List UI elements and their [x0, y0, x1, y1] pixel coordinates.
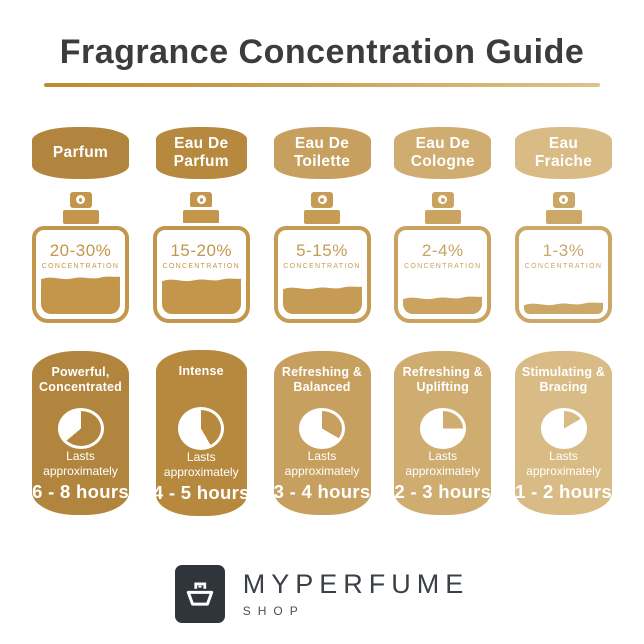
nozzle-dot	[196, 195, 206, 205]
card-title: Intense	[178, 363, 224, 378]
liquid-wave	[403, 296, 483, 303]
info-card: Stimulating & Bracing Lasts approximatel…	[515, 350, 612, 515]
bottle-body: 2-4% CONCENTRATION	[394, 225, 492, 323]
info-card: Powerful, Concentrated Lasts approximate…	[32, 350, 129, 515]
brand-subtitle: SHOP	[242, 604, 305, 619]
concentration-caption: CONCENTRATION	[283, 262, 361, 270]
spray-bottle-icon: 15-20% CONCENTRATION	[152, 191, 250, 323]
clock-pie-icon	[419, 407, 466, 449]
column-eau-de-parfum: Eau De Parfum 15-20% CONCENTRATION Inten…	[152, 98, 250, 539]
concentration-value: 2-4%	[421, 240, 464, 260]
concentration-value: 5-15%	[296, 240, 348, 260]
bottle-body: 5-15% CONCENTRATION	[273, 225, 371, 323]
logo-text: MYPERFUME SHOP	[243, 569, 470, 618]
liquid-wave	[41, 276, 120, 282]
bottle-nozzle-icon	[552, 191, 575, 208]
concentration-caption: CONCENTRATION	[404, 262, 482, 270]
duration-value: 2 - 3 hours	[394, 480, 492, 502]
duration-value: 6 - 8 hours	[32, 480, 129, 502]
fragrance-columns: Parfum 20-30% CONCENTRATION Powerful, Co…	[32, 98, 612, 539]
duration-value: 3 - 4 hours	[273, 480, 371, 502]
banner-row: Parfum	[32, 124, 129, 182]
bottle-cap	[62, 209, 99, 224]
brand-logo	[174, 564, 225, 623]
bottle-nozzle-icon	[311, 191, 333, 208]
concentration-value: 15-20%	[170, 240, 233, 260]
clock-pie-icon	[299, 407, 345, 449]
concentration-value: 20-30%	[49, 240, 112, 260]
info-card: Intense Lasts approximately 4 - 5 hours	[152, 346, 250, 519]
info-card: Refreshing & Balanced Lasts approximatel…	[273, 350, 371, 515]
banner-row: Eau De Cologne	[394, 124, 492, 182]
duration-value: 1 - 2 hours	[515, 480, 612, 502]
fragrance-type-banner: Eau De Toilette	[273, 126, 371, 179]
bottle-cap	[545, 209, 582, 224]
liquid-fill	[161, 278, 241, 314]
spray-bottle-icon: 1-3% CONCENTRATION	[515, 191, 612, 323]
card-title: Stimulating & Bracing	[521, 364, 606, 395]
liquid-fill	[282, 287, 362, 314]
bottle-body: 1-3% CONCENTRATION	[515, 225, 612, 323]
card-title: Refreshing & Uplifting	[402, 364, 483, 395]
lasts-label: Lasts approximately	[284, 448, 360, 478]
fragrance-type-banner: Eau De Cologne	[394, 126, 492, 179]
perfume-bottle-glyph-icon	[186, 582, 213, 606]
lasts-label: Lasts approximately	[163, 449, 239, 479]
card-title: Powerful, Concentrated	[39, 364, 122, 395]
spray-bottle-icon: 20-30% CONCENTRATION	[32, 191, 129, 323]
card-title: Refreshing & Balanced	[281, 364, 363, 395]
clock-pie-icon	[178, 406, 225, 450]
clock-pie-icon	[540, 407, 587, 449]
liquid-wave	[524, 303, 603, 309]
liquid-fill	[41, 276, 120, 314]
spray-bottle-icon: 5-15% CONCENTRATION	[273, 191, 371, 323]
liquid-fill	[524, 303, 603, 314]
header: Fragrance Concentration Guide	[0, 0, 644, 87]
bottle-nozzle-icon	[190, 191, 213, 208]
spray-bottle-icon: 2-4% CONCENTRATION	[394, 191, 492, 323]
page-title: Fragrance Concentration Guide	[59, 33, 585, 71]
nozzle-dot	[559, 195, 568, 205]
clock-pie-icon	[57, 407, 104, 449]
banner-row: Eau Fraiche	[515, 124, 612, 182]
brand-name: MYPERFUME	[242, 569, 470, 600]
bottle-cap	[424, 209, 461, 224]
bottle-nozzle-icon	[69, 191, 92, 208]
info-card: Refreshing & Uplifting Lasts approximate…	[394, 350, 492, 515]
lasts-label: Lasts approximately	[405, 448, 481, 478]
column-eau-fraiche: Eau Fraiche 1-3% CONCENTRATION Stimulati…	[515, 98, 612, 539]
bottle-body: 20-30% CONCENTRATION	[32, 225, 129, 323]
column-eau-de-cologne: Eau De Cologne 2-4% CONCENTRATION Refres…	[394, 98, 492, 539]
fragrance-type-banner: Eau Fraiche	[515, 126, 612, 179]
column-eau-de-toilette: Eau De Toilette 5-15% CONCENTRATION Refr…	[273, 98, 371, 539]
concentration-caption: CONCENTRATION	[41, 262, 120, 270]
concentration-value: 1-3%	[542, 240, 585, 260]
bottle-cap	[304, 209, 340, 224]
bottle-cap	[183, 209, 220, 224]
concentration-caption: CONCENTRATION	[162, 262, 240, 270]
column-parfum: Parfum 20-30% CONCENTRATION Powerful, Co…	[32, 98, 129, 539]
bottle-nozzle-icon	[431, 191, 454, 208]
liquid-fill	[403, 296, 483, 314]
nozzle-dot	[317, 195, 327, 205]
bottle-body: 15-20% CONCENTRATION	[152, 225, 250, 323]
banner-row: Eau De Toilette	[273, 124, 371, 182]
concentration-caption: CONCENTRATION	[524, 262, 603, 270]
banner-row: Eau De Parfum	[152, 123, 250, 182]
duration-value: 4 - 5 hours	[152, 481, 250, 503]
fragrance-type-banner: Parfum	[32, 126, 129, 179]
brand-footer: MYPERFUME SHOP	[0, 564, 644, 623]
nozzle-dot	[76, 195, 85, 205]
fragrance-type-banner: Eau De Parfum	[152, 123, 250, 182]
liquid-wave	[161, 278, 241, 284]
nozzle-dot	[438, 195, 448, 205]
lasts-label: Lasts approximately	[526, 448, 601, 478]
title-underline	[44, 82, 600, 87]
lasts-label: Lasts approximately	[43, 448, 118, 478]
liquid-wave	[282, 287, 362, 293]
